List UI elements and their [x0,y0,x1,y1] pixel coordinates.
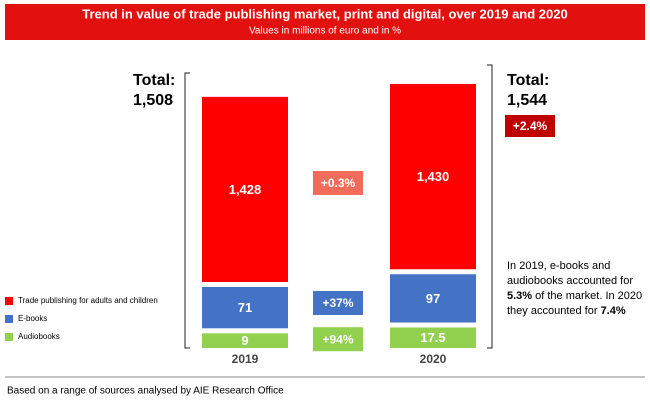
title-bar [5,4,645,40]
value-label: 1,428 [229,182,262,197]
chart-title: Trend in value of trade publishing marke… [82,6,567,21]
note-line: they accounted for 7.4% [507,305,626,317]
bracket [184,72,190,349]
change-label: +37% [322,296,353,310]
change-label: +94% [322,332,353,346]
note-text: 7.4% [601,305,626,317]
total-value: 1,544 [507,92,547,109]
total-label: Total: [507,72,549,89]
bar-segment [202,287,288,329]
change-box [313,327,363,352]
change-label: +0.3% [321,176,356,190]
bar-segment [390,83,476,270]
note-line: In 2019, e-books and [507,260,610,272]
value-label: 97 [426,291,440,306]
x-tick-label: 2020 [420,352,447,366]
total-value: 1,508 [133,92,173,109]
change-box [313,171,363,196]
bar-segment [202,96,288,283]
chart-subtitle: Values in millions of euro and in % [249,26,401,37]
value-label: 9 [241,333,248,348]
note-text: In 2019, e-books and [507,260,610,272]
source: Based on a range of sources analysed by … [7,386,284,397]
note-line: audiobooks accounted for [507,275,633,287]
legend-label: Audiobooks [18,332,60,341]
note-text: 5.3% [507,290,532,302]
value-label: 17.5 [420,330,445,345]
total-change: +2.4% [513,119,548,133]
note-text: audiobooks accounted for [507,275,633,287]
x-tick-label: 2019 [232,352,259,366]
bar-segment [390,327,476,348]
value-label: 71 [238,300,252,315]
change-box [505,115,555,137]
change-box [313,291,363,316]
legend-swatch [5,333,13,341]
note-text: of the market. In 2020 [532,290,642,302]
note-line: 5.3% of the market. In 2020 [507,290,642,302]
bar-segment [390,274,476,323]
note-text: they accounted for [507,305,601,317]
legend-swatch [5,315,13,323]
legend-label: Trade publishing for adults and children [18,296,158,305]
legend-swatch [5,297,13,305]
value-label: 1,430 [417,169,450,184]
bar-segment [202,333,288,348]
legend-label: E-books [18,314,47,323]
bracket [487,64,493,349]
total-label: Total: [133,72,175,89]
